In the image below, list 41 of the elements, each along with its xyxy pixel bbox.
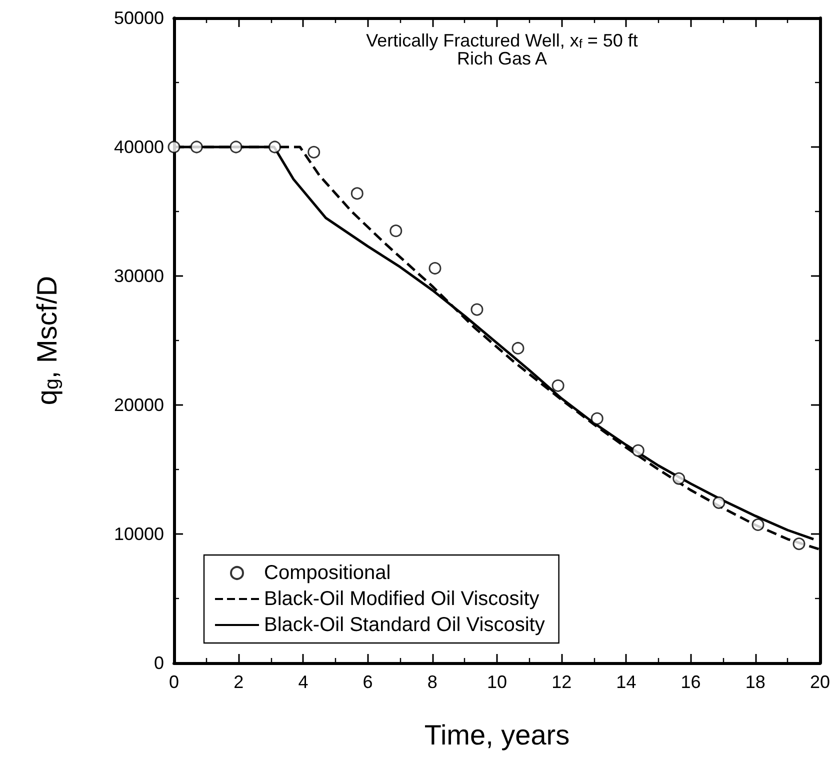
point xyxy=(512,342,524,354)
point xyxy=(190,140,203,154)
point xyxy=(552,379,564,392)
legend-label: Black-Oil Standard Oil Viscosity xyxy=(264,614,545,636)
x-axis-title: Time, years xyxy=(424,720,570,750)
x-tick-label: 4 xyxy=(298,672,308,692)
y-tick-label: 10000 xyxy=(114,524,164,544)
legend-label: Compositional xyxy=(264,562,391,584)
x-tick-label: 0 xyxy=(168,672,180,692)
point xyxy=(428,262,442,275)
y-tick-label: 0 xyxy=(154,653,164,673)
x-tick-label: 6 xyxy=(362,672,373,692)
point xyxy=(268,140,282,154)
x-tick-label: 20 xyxy=(810,672,830,692)
x-tick-label: 16 xyxy=(680,672,701,692)
point xyxy=(230,140,242,154)
point xyxy=(712,496,726,509)
x-tick-label: 10 xyxy=(486,672,508,692)
point xyxy=(632,444,644,457)
point xyxy=(752,518,764,531)
x-tick-label: 8 xyxy=(427,672,438,692)
point xyxy=(590,412,604,425)
point xyxy=(350,187,364,200)
x-tick-label: 18 xyxy=(745,672,766,692)
x-tick-label: 14 xyxy=(616,672,636,692)
point xyxy=(390,224,402,238)
x-tick-label: 12 xyxy=(552,672,572,692)
y-tick-label: 30000 xyxy=(114,266,164,286)
y-axis-title: qg, Mscf/D xyxy=(32,276,63,406)
y-tick-label: 50000 xyxy=(114,8,164,28)
point xyxy=(308,146,320,158)
point xyxy=(168,140,180,154)
y-tick-label: 40000 xyxy=(114,137,164,157)
point xyxy=(792,538,806,550)
text: Rich Gas A xyxy=(456,48,548,69)
point xyxy=(672,472,686,485)
text: Vertically Fractured Well, xf = 50 ft xyxy=(366,30,638,51)
point xyxy=(470,303,484,316)
legend-label: Black-Oil Modified Oil Viscosity xyxy=(264,588,540,610)
x-tick-label: 2 xyxy=(234,672,244,692)
y-tick-label: 20000 xyxy=(114,395,164,415)
